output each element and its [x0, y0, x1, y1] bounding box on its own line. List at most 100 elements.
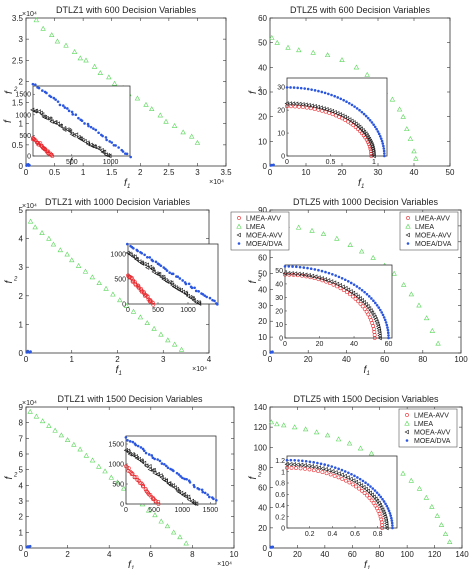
inset-data-point	[360, 304, 365, 309]
inset-data-point	[131, 279, 136, 284]
inset-series-lmea-avv	[124, 464, 161, 506]
inset-data-point	[373, 489, 377, 492]
inset-data-point	[387, 336, 390, 340]
inset-data-point	[201, 490, 205, 494]
inset-data-point	[156, 458, 159, 461]
inset-data-point	[347, 101, 351, 105]
inset-data-point	[133, 280, 137, 284]
y-tick-label: 1	[19, 120, 24, 129]
data-point	[313, 429, 320, 435]
y-tick-label: 3	[19, 263, 24, 272]
data-point	[364, 71, 370, 77]
data-point	[157, 112, 163, 118]
inset-data-point	[371, 312, 376, 318]
x-tick-label: 10	[302, 168, 311, 177]
inset-data-point	[197, 301, 202, 306]
inset-data-point	[366, 312, 371, 317]
inset-data-point	[370, 144, 375, 149]
inset-data-point	[355, 107, 359, 110]
chart-title: DTLZ5 with 600 Decision Variables	[290, 5, 430, 15]
inset-data-point	[82, 138, 87, 144]
data-point	[102, 468, 108, 474]
inset-data-point	[192, 501, 197, 506]
inset-data-point	[150, 467, 155, 473]
inset-data-point	[320, 470, 325, 475]
x-axis-label: f	[124, 178, 128, 189]
inset-data-point	[343, 470, 347, 473]
inset-data-point	[317, 268, 320, 272]
data-point	[89, 457, 96, 463]
inset-data-point	[346, 280, 350, 283]
data-point	[71, 49, 78, 54]
inset-data-point	[366, 140, 370, 144]
data-point	[149, 106, 155, 111]
y-tick-label: 8	[19, 419, 24, 428]
inset-series-moea-avv	[125, 250, 202, 306]
inset-data-point	[169, 280, 174, 286]
data-point	[408, 291, 415, 297]
inset-data-point	[312, 104, 317, 109]
inset-data-point	[336, 96, 340, 99]
inset-data-point	[197, 487, 201, 491]
inset-data-point	[155, 471, 160, 477]
inset-data-point	[319, 462, 323, 466]
x-tick-label: 1	[70, 355, 75, 364]
inset-data-point	[144, 262, 149, 268]
inset-data-point	[366, 306, 372, 311]
y-tick-label: 50	[258, 39, 267, 48]
inset-x-tick-label: 0	[126, 307, 130, 314]
data-point	[438, 522, 445, 527]
y-tick-label: 90	[258, 206, 267, 215]
inset-x-tick-label: 60	[385, 341, 393, 348]
data-point	[165, 337, 171, 343]
x-tick-label: 0.5	[49, 168, 61, 177]
inset-data-point	[296, 271, 301, 277]
y-tick-label: 20	[258, 113, 267, 122]
inset-data-point	[289, 86, 292, 89]
inset-y-tick-label: 50	[275, 268, 283, 275]
axis-label-subscript: 2	[257, 473, 262, 479]
inset-data-point	[61, 104, 65, 107]
inset-data-point	[361, 484, 366, 490]
legend-label: MOEA/DVA	[414, 438, 451, 445]
inset-data-point	[369, 485, 372, 488]
inset-data-point	[183, 291, 189, 297]
data-point	[52, 427, 58, 433]
data-point	[416, 485, 423, 491]
inset-data-point	[339, 472, 344, 478]
inset-data-point	[186, 494, 191, 500]
inset-data-point	[343, 278, 347, 282]
data-point	[407, 136, 414, 141]
inset-data-point	[87, 124, 90, 128]
inset-data-point	[382, 144, 385, 148]
data-point	[27, 218, 34, 224]
inset-data-point	[349, 118, 354, 124]
inset-x-tick-label: 1000	[180, 307, 196, 314]
x-axis-label: f	[358, 178, 362, 189]
inset-data-point	[348, 476, 353, 482]
inset-x-tick-label: 0	[285, 159, 289, 166]
y-tick-label: 5	[19, 206, 24, 215]
inset-data-point	[136, 249, 139, 253]
legend-label: MOEA/DVA	[246, 241, 283, 248]
inset-data-point	[377, 306, 381, 309]
inset-data-point	[307, 467, 312, 472]
inset-data-point	[345, 100, 348, 104]
legend-item: LMEA	[236, 223, 265, 231]
legend-item: MOEA-AVV	[405, 233, 452, 240]
inset-data-point	[303, 102, 308, 108]
x-tick-label: 3.5	[220, 168, 232, 177]
inset-y-tick-label: 0	[281, 154, 285, 161]
inset-data-point	[383, 152, 386, 155]
inset-data-point	[141, 484, 145, 489]
data-point	[281, 422, 287, 428]
inset-data-point	[388, 511, 392, 515]
inset-data-point	[381, 509, 386, 515]
inset-data-point	[97, 146, 102, 151]
inset-data-point	[373, 125, 377, 129]
inset-data-point	[110, 141, 114, 144]
data-point	[346, 440, 353, 446]
inset-data-point	[139, 459, 144, 464]
x-tick-label: 0	[268, 168, 273, 177]
data-point	[163, 118, 169, 124]
